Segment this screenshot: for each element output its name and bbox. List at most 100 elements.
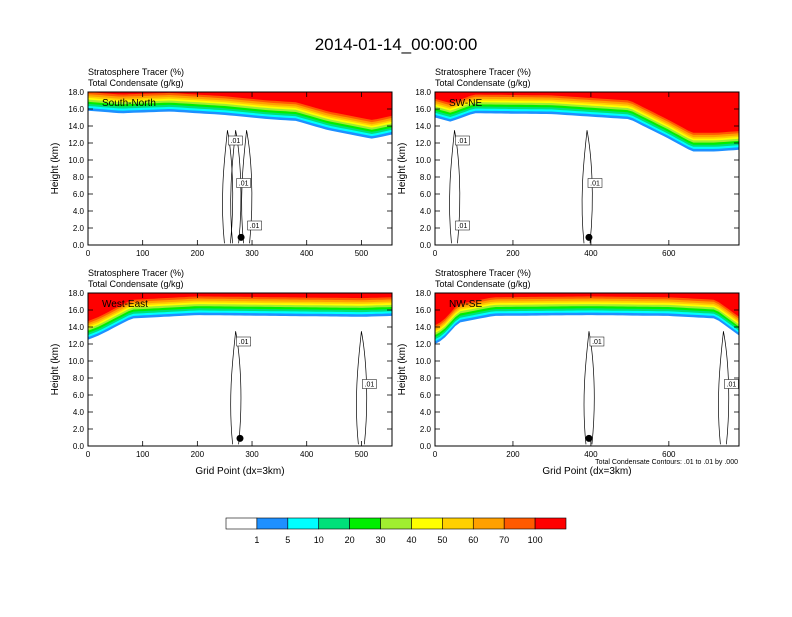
panel-title-line: Stratosphere Tracer (%) <box>88 268 184 278</box>
contour-label: .01 <box>727 382 737 389</box>
x-tick-label: 400 <box>300 249 314 258</box>
surface-marker <box>585 233 593 241</box>
contour-label: .01 <box>592 339 602 346</box>
colorbar-label: 5 <box>285 535 290 545</box>
y-tick-label: 12.0 <box>415 340 431 349</box>
y-tick-label: 14.0 <box>68 122 84 131</box>
colorbar-swatch <box>534 517 567 530</box>
contour-label-box <box>587 178 603 188</box>
contour-label: .01 <box>458 223 468 230</box>
plot-frame <box>87 91 393 246</box>
tracer-band-8 <box>88 293 392 326</box>
condensate-contour <box>356 331 368 445</box>
y-tick-label: 4.0 <box>420 207 432 216</box>
colorbar-label: 40 <box>406 535 416 545</box>
y-tick-label: 12.0 <box>415 139 431 148</box>
panel-name-label: South-North <box>102 98 156 109</box>
y-tick-label: 18.0 <box>415 88 431 97</box>
y-tick-label: 12.0 <box>68 139 84 148</box>
tracer-band-10 <box>435 293 739 326</box>
surface-marker <box>237 233 245 241</box>
condensate-contour <box>241 130 253 244</box>
y-tick-label: 6.0 <box>73 391 85 400</box>
y-tick-label: 2.0 <box>420 224 432 233</box>
y-tick-label: 4.0 <box>73 408 85 417</box>
panels: .01 .01 .01 South-North Stratosphere Tracer … <box>50 67 740 477</box>
y-tick-label: 8.0 <box>420 173 432 182</box>
contour-label-box <box>362 379 377 389</box>
x-tick-label: 200 <box>191 450 205 459</box>
colorbar-label: 20 <box>345 535 355 545</box>
colorbar-swatch <box>472 517 505 530</box>
panel-title-line: Stratosphere Tracer (%) <box>435 268 531 278</box>
y-tick-label: 6.0 <box>420 190 432 199</box>
contour-label: .01 <box>239 181 249 188</box>
colorbar-swatch <box>287 517 320 530</box>
y-axis-label: Height (km) <box>397 344 408 396</box>
x-tick-label: 0 <box>433 249 438 258</box>
colorbar-swatch <box>411 517 443 530</box>
x-tick-label: 500 <box>355 249 369 258</box>
x-tick-label: 100 <box>136 249 150 258</box>
colorbar-label: 30 <box>376 535 386 545</box>
x-tick-label: 0 <box>433 450 438 459</box>
colorbar-swatch <box>380 517 412 530</box>
y-tick-label: 0.0 <box>420 442 432 451</box>
x-tick-label: 100 <box>136 450 150 459</box>
surface-marker <box>585 434 593 442</box>
tracer-band-10 <box>435 92 739 133</box>
y-tick-label: 0.0 <box>73 241 85 250</box>
panel-title-line: Total Condensate (g/kg) <box>435 78 531 88</box>
y-tick-label: 10.0 <box>415 156 431 165</box>
y-tick-label: 2.0 <box>73 425 85 434</box>
contour-label-box <box>455 135 470 146</box>
condensate-contour <box>230 130 242 244</box>
y-tick-label: 0.0 <box>73 442 85 451</box>
panel-name-label: West-East <box>102 299 148 310</box>
tracer-band-10 <box>88 92 392 120</box>
y-tick-label: 18.0 <box>68 289 84 298</box>
y-tick-label: 18.0 <box>68 88 84 97</box>
plot-area: .01 .01 .01 South-North <box>88 92 392 245</box>
colorbar-swatch <box>349 517 381 530</box>
y-tick-label: 16.0 <box>415 105 431 114</box>
y-tick-label: 16.0 <box>415 306 431 315</box>
contour-label-box <box>724 379 739 389</box>
panel-south-north: .01 .01 .01 South-North Stratosphere Tracer … <box>50 67 393 258</box>
y-tick-label: 10.0 <box>68 156 84 165</box>
x-tick-label: 200 <box>506 249 520 258</box>
y-tick-label: 12.0 <box>68 340 84 349</box>
colorbar-label: 1 <box>254 535 259 545</box>
y-tick-label: 2.0 <box>420 425 432 434</box>
plot-area: .01 .01 West-East <box>88 293 392 446</box>
condensate-contour <box>222 130 234 244</box>
tracer-band-7 <box>435 293 739 332</box>
condensate-contour <box>230 331 242 445</box>
y-tick-label: 0.0 <box>420 241 432 250</box>
y-axis-label: Height (km) <box>50 143 61 195</box>
y-tick-label: 6.0 <box>73 190 85 199</box>
panel-name-label: NW-SE <box>449 299 482 310</box>
contour-label: .01 <box>231 138 241 145</box>
condensate-contour <box>583 331 595 445</box>
panel-sw-ne: .01 .01 .01 SW-NE Stratosphere Tracer (%)Tot… <box>397 67 740 258</box>
y-axis-label: Height (km) <box>397 143 408 195</box>
x-tick-label: 0 <box>86 249 91 258</box>
condensate-contour <box>718 331 730 445</box>
plot-frame <box>434 91 740 246</box>
contour-label: .01 <box>458 138 468 145</box>
colorbar-label: 70 <box>499 535 509 545</box>
y-tick-label: 10.0 <box>68 357 84 366</box>
colorbar-label: 50 <box>437 535 447 545</box>
y-tick-label: 14.0 <box>415 323 431 332</box>
colorbar: 1 5 10 20 30 40 50 60 70 100 <box>225 517 567 545</box>
panel-title-line: Stratosphere Tracer (%) <box>435 67 531 77</box>
main-title: 2014-01-14_00:00:00 <box>315 35 478 54</box>
y-tick-label: 14.0 <box>68 323 84 332</box>
colorbar-swatch <box>442 517 474 530</box>
contour-label-box <box>236 336 251 347</box>
plot-background <box>435 293 739 446</box>
contour-label-box <box>247 220 262 231</box>
